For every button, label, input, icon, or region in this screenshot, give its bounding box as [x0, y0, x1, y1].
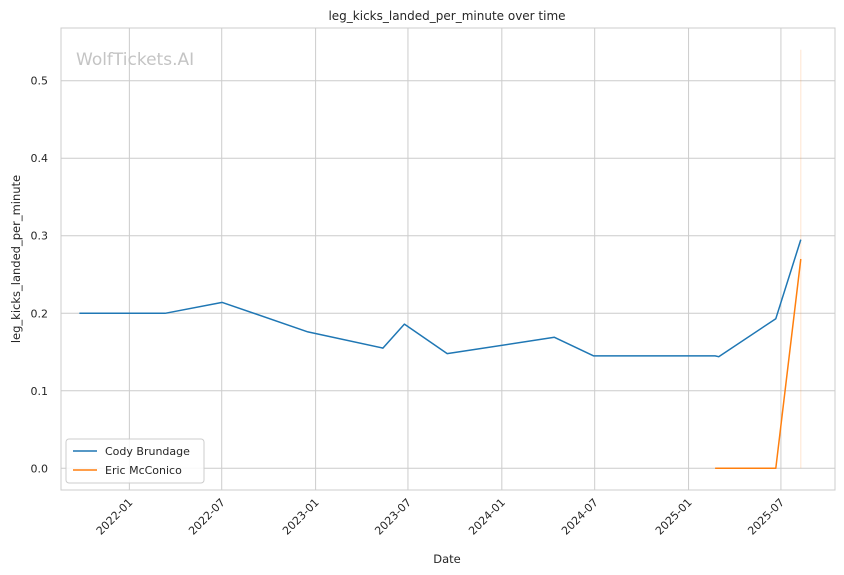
series-line-cody-brundage — [79, 239, 802, 358]
y-axis-label: leg_kicks_landed_per_minute — [9, 175, 23, 343]
x-tick-label: 2023-07 — [372, 496, 414, 538]
legend-label-cody-brundage: Cody Brundage — [105, 445, 190, 458]
x-axis-label: Date — [433, 552, 461, 566]
plot-area — [60, 27, 836, 491]
y-tick-label: 0.3 — [31, 230, 49, 243]
y-tick-label: 0.2 — [31, 307, 49, 320]
x-tick-label: 2024-01 — [466, 496, 508, 538]
x-tick-label: 2023-01 — [280, 496, 322, 538]
y-tick-label: 0.5 — [31, 75, 49, 88]
x-tick-label: 2024-07 — [559, 496, 601, 538]
legend: Cody Brundage Eric McConico — [65, 438, 205, 484]
watermark: WolfTickets.AI — [76, 50, 194, 70]
x-tick-label: 2022-07 — [186, 496, 228, 538]
x-tick-label: 2025-01 — [653, 496, 695, 538]
series-line-eric-mcconico — [715, 258, 802, 470]
y-tick-label: 0.4 — [31, 152, 49, 165]
chart-title: leg_kicks_landed_per_minute over time — [328, 9, 565, 23]
legend-box — [65, 438, 205, 484]
legend-label-eric-mcconico: Eric McConico — [105, 464, 182, 477]
series-layer — [79, 239, 802, 470]
y-tick-label: 0.0 — [31, 462, 49, 475]
grid — [61, 28, 835, 490]
y-tick-label: 0.1 — [31, 385, 49, 398]
x-tick-label: 2025-07 — [745, 496, 787, 538]
x-tick-label: 2022-01 — [94, 496, 136, 538]
